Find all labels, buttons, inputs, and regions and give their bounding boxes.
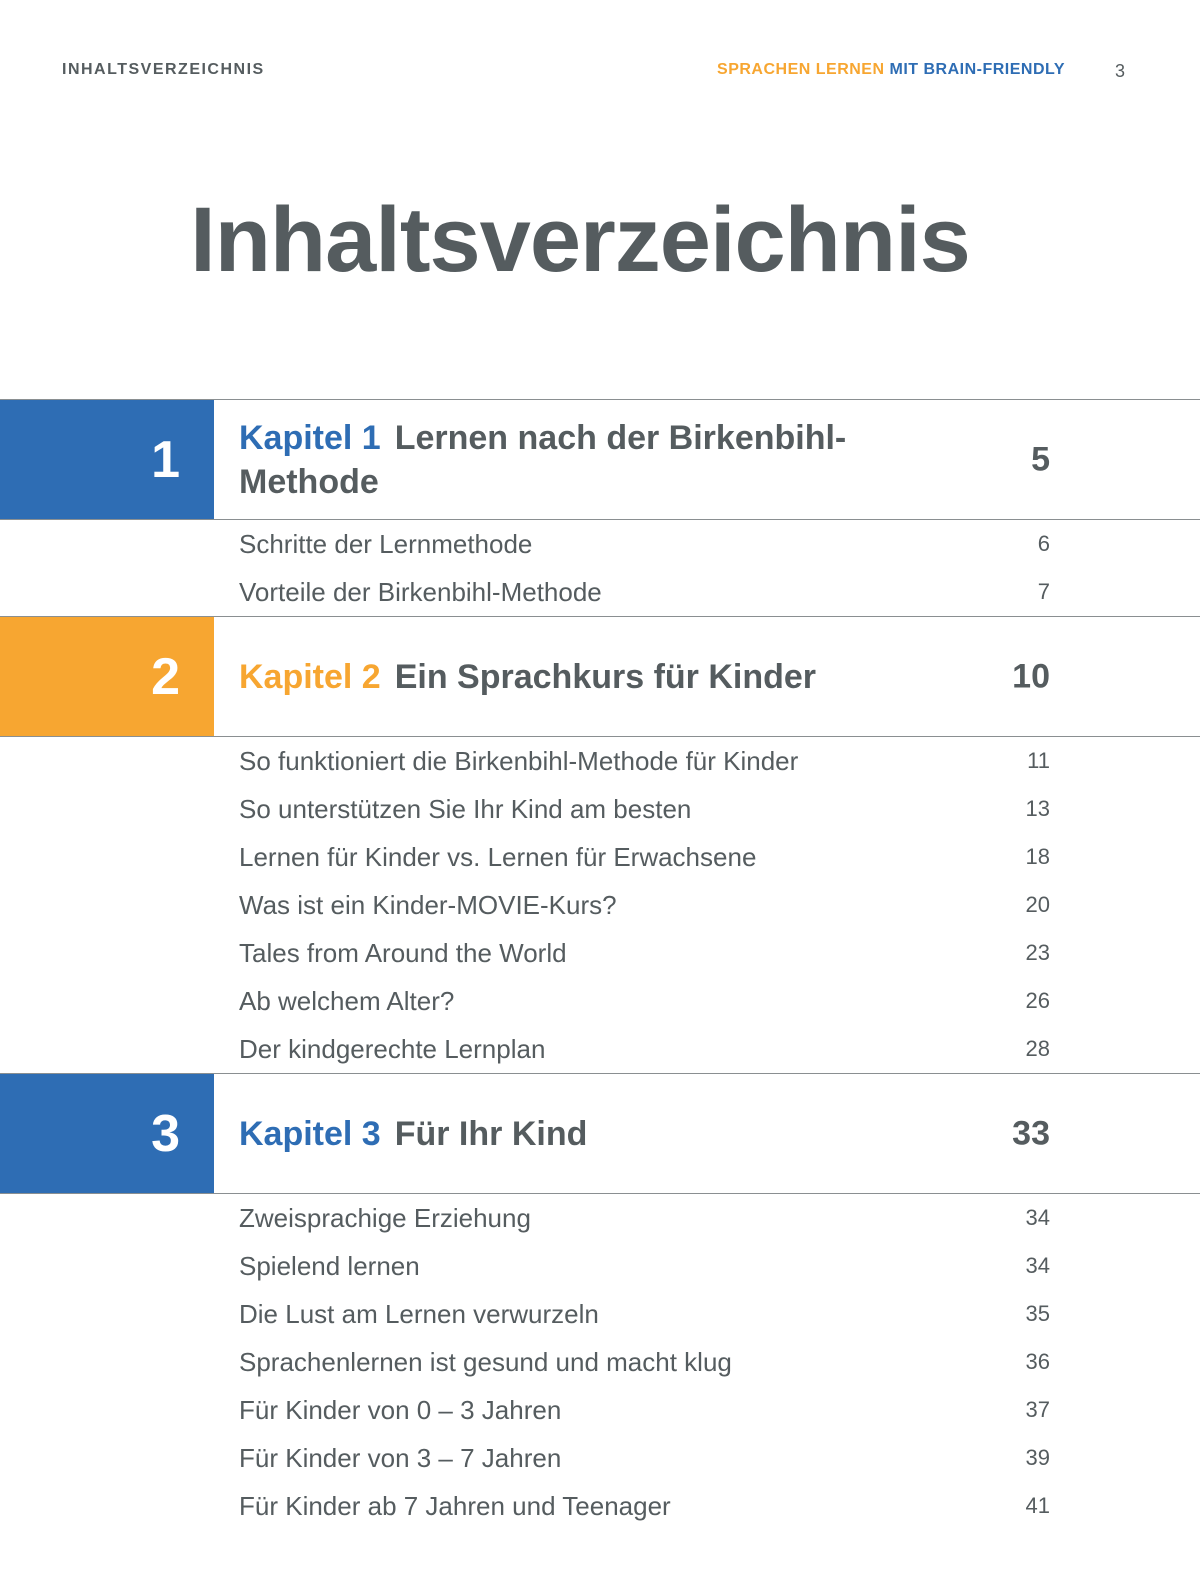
section-title: So funktioniert die Birkenbihl-Methode f… bbox=[239, 746, 799, 776]
chapter-row[interactable]: 1 Kapitel 1 Lernen nach der Birkenbihl-Me… bbox=[0, 399, 1200, 520]
section-page: 11 bbox=[1027, 748, 1050, 773]
chapter-name: Lernen nach der Birkenbihl-Methode bbox=[239, 418, 847, 501]
section-item[interactable]: So unterstützen Sie Ihr Kind am besten 1… bbox=[0, 785, 1200, 833]
section-list: Schritte der Lernmethode 6 Vorteile der B… bbox=[0, 520, 1200, 617]
chapter-title: Kapitel 2 Ein Sprachkurs für Kinder bbox=[239, 655, 879, 699]
section-page: 20 bbox=[1025, 892, 1050, 917]
section-item[interactable]: Ab welchem Alter? 26 bbox=[0, 977, 1200, 1025]
section-title: Lernen für Kinder vs. Lernen für Erwachs… bbox=[239, 842, 757, 872]
section-item[interactable]: Sprachenlernen ist gesund und macht klug… bbox=[0, 1338, 1200, 1386]
section-title: Was ist ein Kinder-MOVIE-Kurs? bbox=[239, 890, 617, 920]
section-title: Zweisprachige Erziehung bbox=[239, 1203, 531, 1233]
chapter-page: 5 bbox=[1031, 440, 1050, 478]
chapter-page: 33 bbox=[1012, 1114, 1050, 1152]
section-page: 39 bbox=[1025, 1445, 1050, 1470]
running-header-brand: SPRACHEN LERNEN MIT BRAIN-FRIENDLY bbox=[717, 61, 1065, 79]
section-title: Ab welchem Alter? bbox=[239, 986, 455, 1016]
chapter-number: 3 bbox=[151, 1104, 180, 1163]
section-title: Für Kinder von 0 – 3 Jahren bbox=[239, 1395, 562, 1425]
section-item[interactable]: Für Kinder ab 7 Jahren und Teenager 41 bbox=[0, 1482, 1200, 1530]
chapter-number: 1 bbox=[151, 430, 180, 489]
section-title: Sprachenlernen ist gesund und macht klug bbox=[239, 1347, 732, 1377]
section-page: 34 bbox=[1025, 1253, 1050, 1278]
brand-orange-text: SPRACHEN LERNEN bbox=[717, 61, 885, 78]
brand-blue-text: MIT BRAIN-FRIENDLY bbox=[889, 61, 1065, 78]
chapter-label: Kapitel 3 bbox=[239, 1114, 381, 1153]
chapter-title: Kapitel 3 Für Ihr Kind bbox=[239, 1112, 879, 1156]
chapter-title: Kapitel 1 Lernen nach der Birkenbihl-Meth… bbox=[239, 416, 879, 504]
section-page: 34 bbox=[1025, 1205, 1050, 1230]
section-item[interactable]: Der kindgerechte Lernplan 28 bbox=[0, 1025, 1200, 1073]
page-title: Inhaltsverzeichnis bbox=[190, 189, 971, 291]
page-number: 3 bbox=[1115, 61, 1126, 81]
section-title: Die Lust am Lernen verwurzeln bbox=[239, 1299, 599, 1329]
section-item[interactable]: Die Lust am Lernen verwurzeln 35 bbox=[0, 1290, 1200, 1338]
table-of-contents: 1 Kapitel 1 Lernen nach der Birkenbihl-Me… bbox=[0, 399, 1200, 1530]
section-item[interactable]: Zweisprachige Erziehung 34 bbox=[0, 1194, 1200, 1242]
section-item[interactable]: Tales from Around the World 23 bbox=[0, 929, 1200, 977]
chapter-number-block: 2 bbox=[0, 617, 214, 736]
chapter-row[interactable]: 2 Kapitel 2 Ein Sprachkurs für Kinder 10 bbox=[0, 617, 1200, 737]
section-page: 28 bbox=[1025, 1036, 1050, 1061]
chapter-row[interactable]: 3 Kapitel 3 Für Ihr Kind 33 bbox=[0, 1074, 1200, 1194]
section-title: Tales from Around the World bbox=[239, 938, 567, 968]
section-item[interactable]: Schritte der Lernmethode 6 bbox=[0, 520, 1200, 568]
chapter-name: Für Ihr Kind bbox=[394, 1114, 588, 1153]
chapter-number-block: 1 bbox=[0, 400, 214, 519]
section-page: 41 bbox=[1025, 1493, 1050, 1518]
section-page: 23 bbox=[1025, 940, 1050, 965]
section-list: Zweisprachige Erziehung 34 Spielend lerne… bbox=[0, 1194, 1200, 1530]
section-item[interactable]: Spielend lernen 34 bbox=[0, 1242, 1200, 1290]
section-item[interactable]: Vorteile der Birkenbihl-Methode 7 bbox=[0, 568, 1200, 616]
section-item[interactable]: Für Kinder von 3 – 7 Jahren 39 bbox=[0, 1434, 1200, 1482]
chapter-number: 2 bbox=[151, 647, 180, 706]
section-page: 26 bbox=[1025, 988, 1050, 1013]
section-page: 18 bbox=[1025, 844, 1050, 869]
section-title: Vorteile der Birkenbihl-Methode bbox=[239, 577, 602, 607]
chapter-number-block: 3 bbox=[0, 1074, 214, 1193]
chapter-page: 10 bbox=[1012, 657, 1050, 695]
section-title: So unterstützen Sie Ihr Kind am besten bbox=[239, 794, 692, 824]
section-page: 35 bbox=[1025, 1301, 1050, 1326]
section-item[interactable]: Lernen für Kinder vs. Lernen für Erwachs… bbox=[0, 833, 1200, 881]
running-header-title: INHALTSVERZEICHNIS bbox=[62, 61, 265, 78]
chapter-label: Kapitel 1 bbox=[239, 418, 381, 457]
chapter-label: Kapitel 2 bbox=[239, 657, 381, 696]
section-title: Spielend lernen bbox=[239, 1251, 420, 1281]
section-page: 37 bbox=[1025, 1397, 1050, 1422]
chapter-name: Ein Sprachkurs für Kinder bbox=[394, 657, 817, 696]
section-title: Für Kinder ab 7 Jahren und Teenager bbox=[239, 1491, 671, 1521]
section-item[interactable]: So funktioniert die Birkenbihl-Methode f… bbox=[0, 737, 1200, 785]
section-title: Für Kinder von 3 – 7 Jahren bbox=[239, 1443, 562, 1473]
section-list: So funktioniert die Birkenbihl-Methode f… bbox=[0, 737, 1200, 1074]
section-page: 7 bbox=[1037, 579, 1050, 604]
section-page: 6 bbox=[1037, 531, 1050, 556]
section-page: 13 bbox=[1025, 796, 1050, 821]
section-item[interactable]: Was ist ein Kinder-MOVIE-Kurs? 20 bbox=[0, 881, 1200, 929]
section-title: Der kindgerechte Lernplan bbox=[239, 1034, 546, 1064]
section-title: Schritte der Lernmethode bbox=[239, 529, 533, 559]
section-page: 36 bbox=[1025, 1349, 1050, 1374]
section-item[interactable]: Für Kinder von 0 – 3 Jahren 37 bbox=[0, 1386, 1200, 1434]
